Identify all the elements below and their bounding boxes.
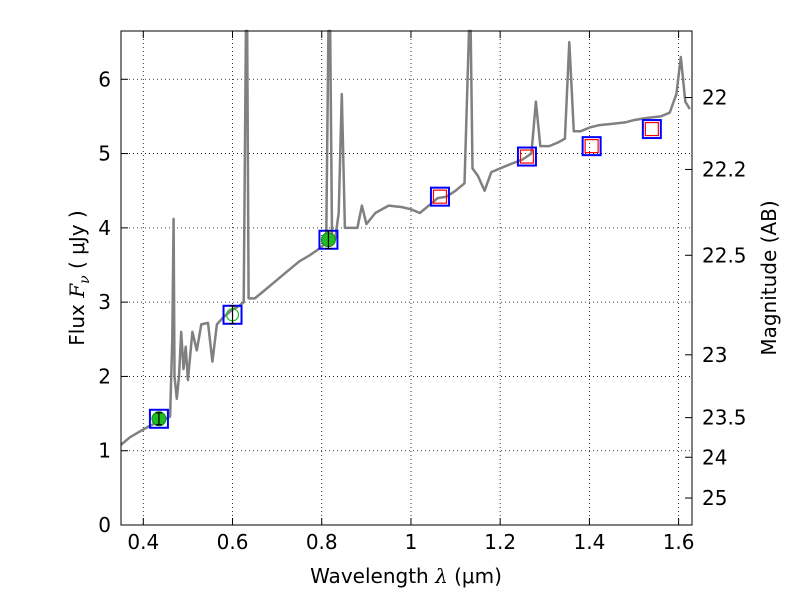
- x-tick-label: 1.4: [573, 530, 605, 554]
- x-tick-label: 1: [405, 530, 418, 554]
- photometry-point: [516, 146, 537, 167]
- y2-tick-label: 23.5: [702, 406, 747, 430]
- y2-tick-label: 23: [702, 343, 727, 367]
- series-layer: [120, 29, 691, 446]
- y2-tick-label: 25: [702, 486, 727, 510]
- photometry-point: [148, 408, 169, 429]
- y-tick-label: 1: [98, 439, 111, 463]
- x-tick-label: 0.8: [306, 530, 338, 554]
- x-tick-label: 1.2: [484, 530, 516, 554]
- upper-limit-box: [432, 189, 448, 204]
- model-box: [581, 136, 602, 157]
- x-tick-label: 0.6: [217, 530, 249, 554]
- y-tick-label: 4: [98, 216, 111, 240]
- y-tick-label: 2: [98, 364, 111, 388]
- y-axis-label: Flux Fν ( μJy ): [65, 210, 93, 345]
- axis-ticks: 0.4 0.6 0.8 1 1.2 1.4 1.601234562222.222.52323…: [98, 31, 747, 554]
- y2-tick-label: 22.5: [702, 243, 747, 267]
- model-box: [516, 146, 537, 167]
- upper-limit-box: [584, 139, 599, 154]
- photometry-points: [148, 119, 662, 429]
- y2-tick-label: 24: [702, 445, 727, 469]
- model-box: [429, 186, 450, 207]
- photometry-point: [641, 119, 662, 140]
- x-axis-label: Wavelength λ (μm): [310, 564, 502, 588]
- plot-frame: [120, 30, 693, 526]
- y-tick-label: 0: [98, 513, 111, 537]
- x-tick-label: 1.6: [663, 530, 695, 554]
- y2-tick-label: 22: [702, 86, 727, 110]
- y2-axis-label: Magnitude (AB): [757, 200, 781, 355]
- x-tick-label: 0.4: [127, 530, 159, 554]
- grid-lines: [121, 31, 692, 526]
- upper-limit-box: [519, 149, 535, 164]
- photometry-point: [429, 186, 450, 207]
- spectrum-line: [120, 29, 691, 446]
- photometry-point: [318, 229, 339, 250]
- y-tick-label: 6: [98, 67, 111, 91]
- y-tick-label: 5: [98, 142, 111, 166]
- y-tick-label: 3: [98, 290, 111, 314]
- model-box: [148, 408, 169, 429]
- upper-limit-box: [644, 121, 659, 137]
- y2-tick-label: 22.2: [702, 157, 747, 181]
- photometry-point: [581, 136, 602, 157]
- photometry-point: [222, 304, 243, 325]
- model-box: [641, 119, 662, 140]
